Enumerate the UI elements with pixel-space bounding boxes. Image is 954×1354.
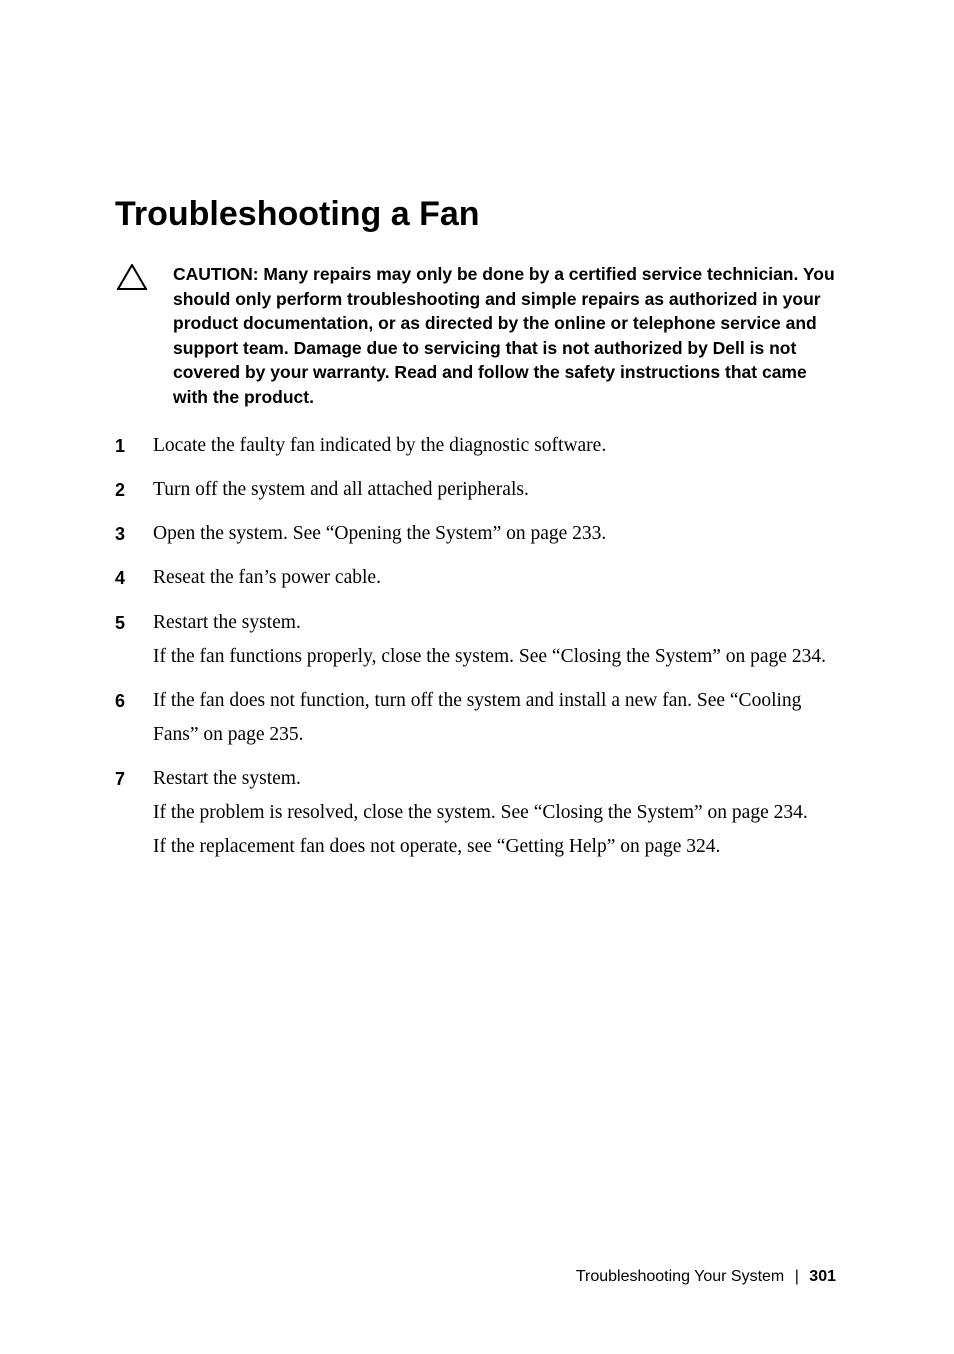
caution-block: CAUTION: Many repairs may only be done b… — [115, 262, 839, 409]
step-body: If the fan does not function, turn off t… — [153, 684, 839, 752]
step-line: Reseat the fan’s power cable. — [153, 561, 839, 595]
step-body: Locate the faulty fan indicated by the d… — [153, 429, 839, 463]
step-line: If the replacement fan does not operate,… — [153, 830, 839, 864]
step-line: Locate the faulty fan indicated by the d… — [153, 429, 839, 463]
step-item: 2 Turn off the system and all attached p… — [115, 473, 839, 507]
step-number: 7 — [115, 762, 153, 796]
footer-separator: | — [795, 1268, 799, 1285]
caution-text: CAUTION: Many repairs may only be done b… — [173, 262, 839, 409]
footer-page-number: 301 — [809, 1268, 836, 1285]
step-item: 5 Restart the system. If the fan functio… — [115, 606, 839, 674]
step-line: Open the system. See “Opening the System… — [153, 517, 839, 551]
step-number: 3 — [115, 517, 153, 551]
step-item: 7 Restart the system. If the problem is … — [115, 762, 839, 864]
step-line: If the fan functions properly, close the… — [153, 640, 839, 674]
step-item: 3 Open the system. See “Opening the Syst… — [115, 517, 839, 551]
step-line: Restart the system. — [153, 606, 839, 640]
step-list: 1 Locate the faulty fan indicated by the… — [115, 429, 839, 864]
step-body: Reseat the fan’s power cable. — [153, 561, 839, 595]
step-body: Restart the system. If the fan functions… — [153, 606, 839, 674]
page-title: Troubleshooting a Fan — [115, 195, 839, 234]
caution-body: Many repairs may only be done by a certi… — [173, 264, 835, 407]
step-number: 1 — [115, 429, 153, 463]
step-body: Turn off the system and all attached per… — [153, 473, 839, 507]
step-line: Turn off the system and all attached per… — [153, 473, 839, 507]
step-item: 4 Reseat the fan’s power cable. — [115, 561, 839, 595]
caution-label: CAUTION: — [173, 264, 259, 284]
step-line: Restart the system. — [153, 762, 839, 796]
footer-section: Troubleshooting Your System — [576, 1268, 784, 1285]
step-item: 6 If the fan does not function, turn off… — [115, 684, 839, 752]
step-number: 4 — [115, 561, 153, 595]
step-item: 1 Locate the faulty fan indicated by the… — [115, 429, 839, 463]
step-body: Open the system. See “Opening the System… — [153, 517, 839, 551]
step-number: 6 — [115, 684, 153, 718]
step-number: 5 — [115, 606, 153, 640]
step-number: 2 — [115, 473, 153, 507]
caution-triangle-icon — [117, 264, 147, 290]
page-footer: Troubleshooting Your System | 301 — [576, 1268, 836, 1286]
step-line: If the problem is resolved, close the sy… — [153, 796, 839, 830]
step-line: If the fan does not function, turn off t… — [153, 684, 839, 752]
step-body: Restart the system. If the problem is re… — [153, 762, 839, 864]
